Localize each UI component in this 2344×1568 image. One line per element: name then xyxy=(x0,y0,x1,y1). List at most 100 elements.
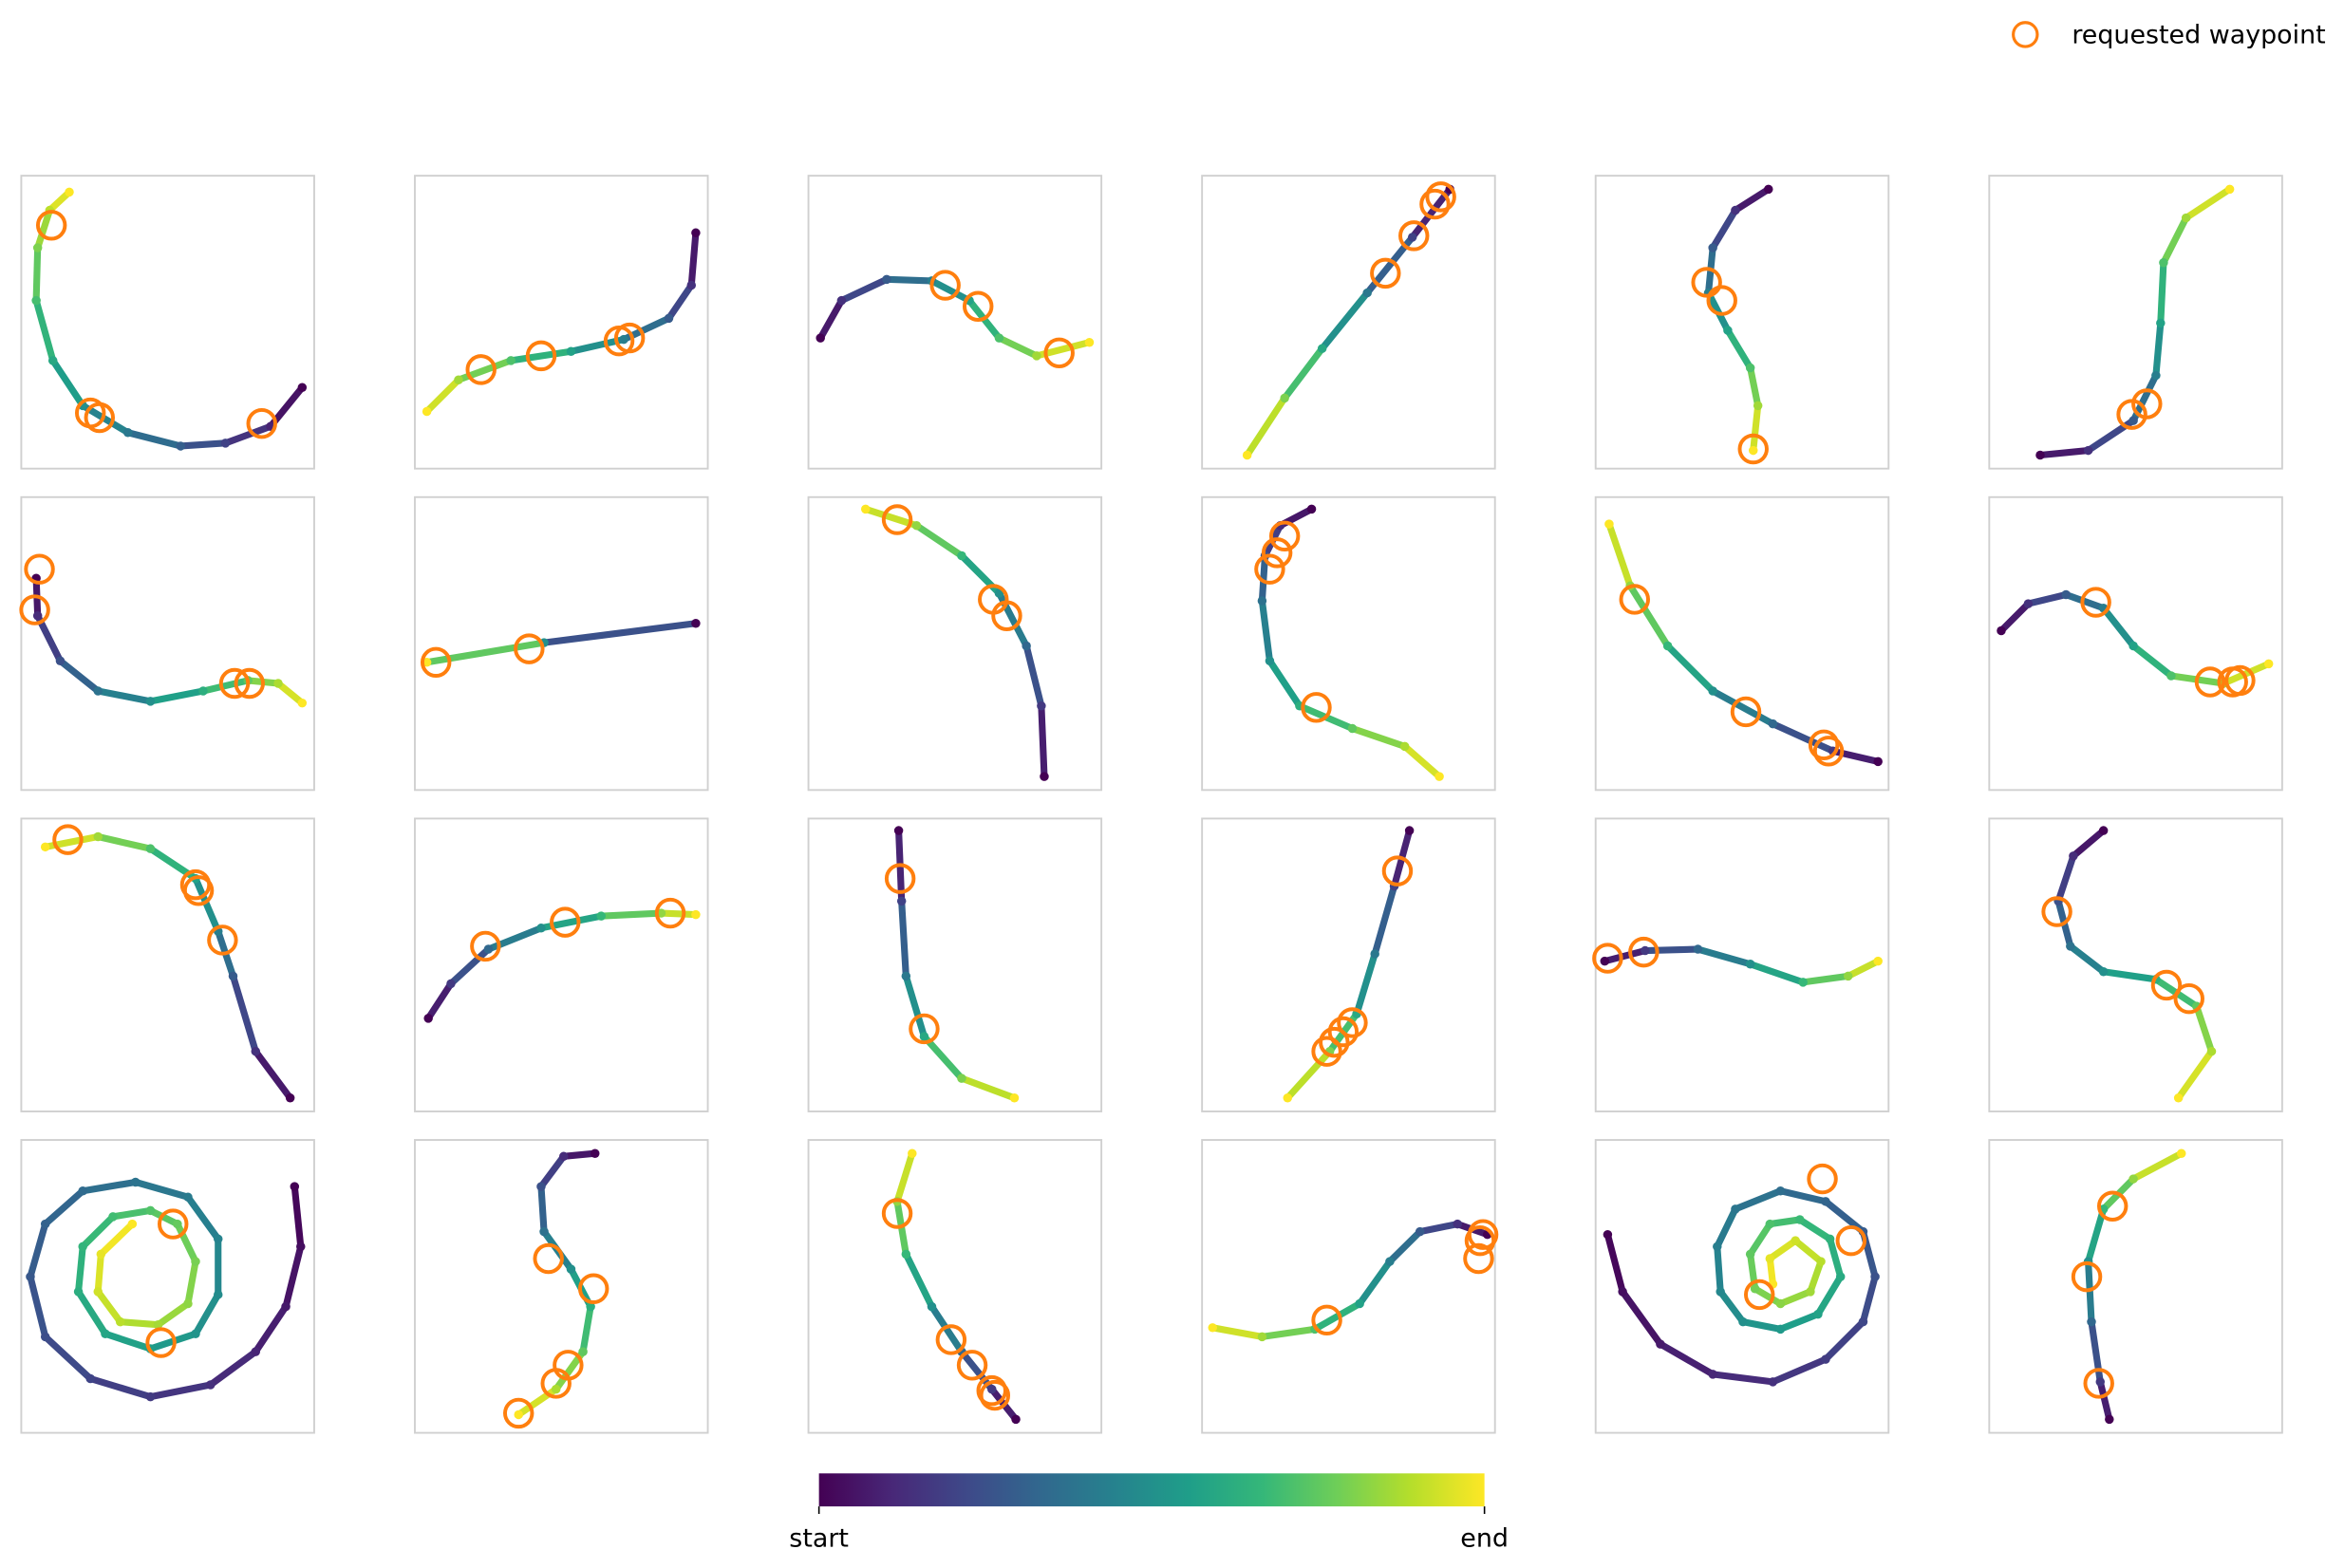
waypoint xyxy=(158,1208,189,1240)
trajectory-point xyxy=(1716,1287,1725,1297)
trajectory-segment xyxy=(34,206,53,252)
trajectory-point xyxy=(551,1384,561,1394)
trajectory-segment xyxy=(1766,1237,1799,1262)
trajectory-segment xyxy=(2100,968,2160,983)
trajectory-point xyxy=(1603,1229,1613,1240)
panel-frame xyxy=(807,817,1103,1112)
trajectory-panel xyxy=(807,495,1103,792)
trajectory-point xyxy=(153,1319,163,1330)
trajectory-point xyxy=(1775,1185,1786,1196)
trajectory-point xyxy=(1835,1272,1846,1281)
trajectory-segment xyxy=(27,1221,49,1280)
trajectory-segment xyxy=(1356,1258,1394,1308)
waypoint xyxy=(540,1368,572,1399)
trajectory-segment xyxy=(579,1303,594,1355)
trajectory-point xyxy=(2181,213,2191,223)
trajectory-segment xyxy=(1281,345,1326,401)
waypoint xyxy=(465,354,497,385)
trajectory-panel xyxy=(1201,817,1496,1112)
trajectory-segment xyxy=(184,1258,199,1308)
trajectory-segment xyxy=(1766,1216,1804,1228)
waypoint xyxy=(1812,736,1845,767)
trajectory-panel xyxy=(1988,495,2283,792)
waypoint xyxy=(1398,220,1430,252)
trajectory-segment xyxy=(1603,1231,1626,1296)
waypoint xyxy=(182,875,215,906)
trajectory-segment xyxy=(1694,945,1754,968)
trajectory-point xyxy=(1662,641,1673,651)
trajectory-point xyxy=(1775,1324,1786,1335)
panel-frame xyxy=(807,175,1103,470)
trajectory-segment xyxy=(154,1299,192,1329)
trajectory-segment xyxy=(928,1303,966,1355)
trajectory-point xyxy=(1870,1272,1880,1281)
trajectory-segment xyxy=(75,1242,86,1296)
trajectory-segment xyxy=(2096,1378,2113,1423)
trajectory-point xyxy=(1317,344,1327,353)
waypoint xyxy=(525,340,557,372)
waypoint xyxy=(976,1374,1007,1407)
trajectory-segment xyxy=(124,429,184,450)
trajectory-point xyxy=(896,896,907,906)
trajectory-point xyxy=(860,504,871,514)
waypoint xyxy=(1301,692,1332,723)
trajectory-segment xyxy=(1353,950,1378,1017)
trajectory-point xyxy=(228,971,238,981)
trajectory-point xyxy=(85,1373,95,1384)
trajectory-point xyxy=(108,1212,118,1222)
trajectory-point xyxy=(1748,445,1758,456)
trajectory-point xyxy=(536,1182,546,1191)
waypoint xyxy=(991,600,1022,631)
trajectory-point xyxy=(273,679,283,688)
trajectory-segment xyxy=(94,687,155,705)
trajectory-segment xyxy=(560,1149,599,1160)
trajectory-point xyxy=(297,698,308,708)
waypoint xyxy=(514,633,545,664)
trajectory-segment xyxy=(274,680,306,707)
waypoint xyxy=(2071,1260,2103,1293)
trajectory-point xyxy=(1731,1204,1740,1214)
waypoint xyxy=(2041,896,2072,927)
waypoint xyxy=(979,1379,1011,1411)
panel-frame xyxy=(1594,495,1890,792)
waypoint xyxy=(654,897,686,929)
trajectory-panel xyxy=(20,817,315,1112)
trajectory-point xyxy=(1753,401,1763,411)
waypoint xyxy=(35,210,67,241)
trajectory-point xyxy=(173,1219,182,1229)
panel-frame xyxy=(1988,495,2283,792)
trajectory-point xyxy=(1768,1377,1778,1387)
waypoint xyxy=(2173,982,2204,1015)
trajectory-point xyxy=(957,1073,966,1083)
trajectory-segment xyxy=(423,376,462,416)
trajectory-segment xyxy=(2024,590,2070,607)
trajectory-point xyxy=(1806,1287,1815,1297)
waypoint xyxy=(2083,1368,2114,1399)
trajectory-point xyxy=(423,1014,433,1023)
trajectory-point xyxy=(93,1287,103,1297)
waypoint xyxy=(1706,285,1737,316)
trajectory-point xyxy=(122,428,133,438)
trajectory-segment xyxy=(252,1048,294,1102)
trajectory-point xyxy=(1435,772,1444,781)
trajectory-point xyxy=(198,686,208,696)
trajectory-segment xyxy=(86,1374,155,1401)
trajectory-segment xyxy=(1038,702,1048,780)
trajectory-point xyxy=(1604,519,1614,529)
trajectory-point xyxy=(1795,1215,1805,1224)
waypoint xyxy=(1370,257,1401,289)
trajectory-segment xyxy=(1769,1355,1829,1386)
panel-frame xyxy=(1201,495,1496,792)
trajectory-point xyxy=(2263,659,2274,669)
waypoint xyxy=(246,407,277,439)
trajectory-point xyxy=(1415,1226,1425,1237)
waypoint xyxy=(52,824,84,855)
trajectory-segment xyxy=(1371,883,1398,958)
trajectory-segment xyxy=(537,1183,548,1236)
trajectory-segment xyxy=(958,1074,1019,1102)
trajectory-segment xyxy=(507,347,575,364)
waypoint xyxy=(470,930,501,962)
trajectory-point xyxy=(1032,351,1041,361)
waypoint xyxy=(1463,1242,1494,1275)
trajectory-point xyxy=(1713,1241,1722,1252)
